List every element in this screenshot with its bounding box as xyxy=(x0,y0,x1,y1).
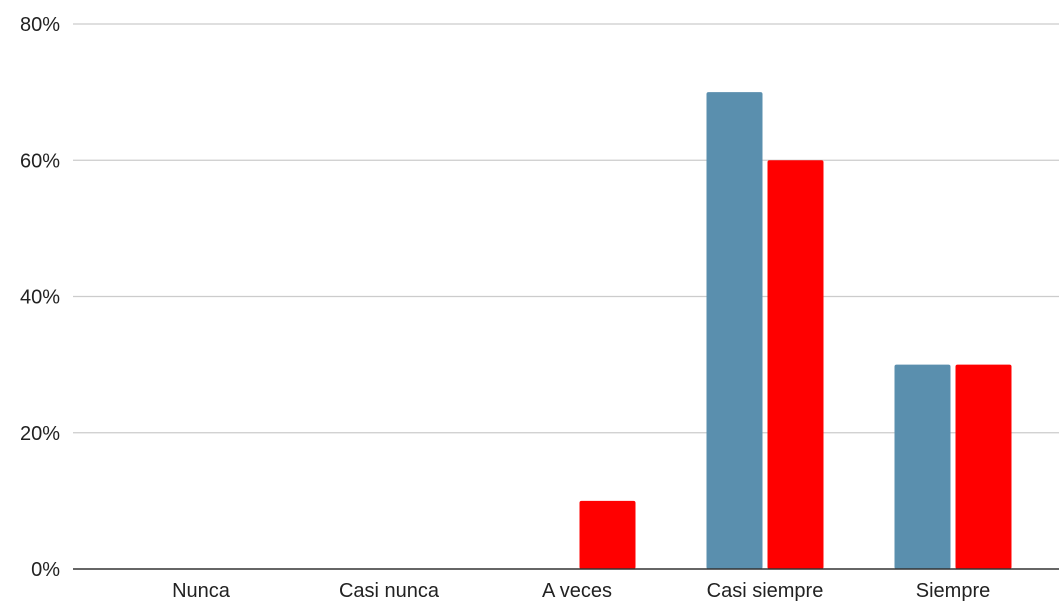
bar-casi-siempre-series-2 xyxy=(767,160,824,569)
y-tick-label: 20% xyxy=(20,423,60,445)
y-tick-label: 0% xyxy=(31,559,60,581)
x-tick-label: Casi siempre xyxy=(707,580,824,602)
bars xyxy=(579,92,1012,569)
x-tick-label: Nunca xyxy=(172,580,231,602)
bar-a-veces-series-2 xyxy=(579,500,636,569)
y-tick-label: 80% xyxy=(20,14,60,36)
y-axis-ticks: 0% 20% 40% 60% 80% xyxy=(20,14,60,581)
bar-siempre-series-1 xyxy=(894,364,951,569)
x-tick-label: Siempre xyxy=(916,580,990,602)
bar-casi-siempre-series-1 xyxy=(706,92,763,569)
y-tick-label: 60% xyxy=(20,150,60,172)
x-axis-ticks: Nunca Casi nunca A veces Casi siempre Siempr… xyxy=(172,580,990,602)
x-tick-label: Casi nunca xyxy=(339,580,440,602)
y-tick-label: 40% xyxy=(20,287,60,309)
x-tick-label: A veces xyxy=(542,580,612,602)
bar-siempre-series-2 xyxy=(955,364,1012,569)
